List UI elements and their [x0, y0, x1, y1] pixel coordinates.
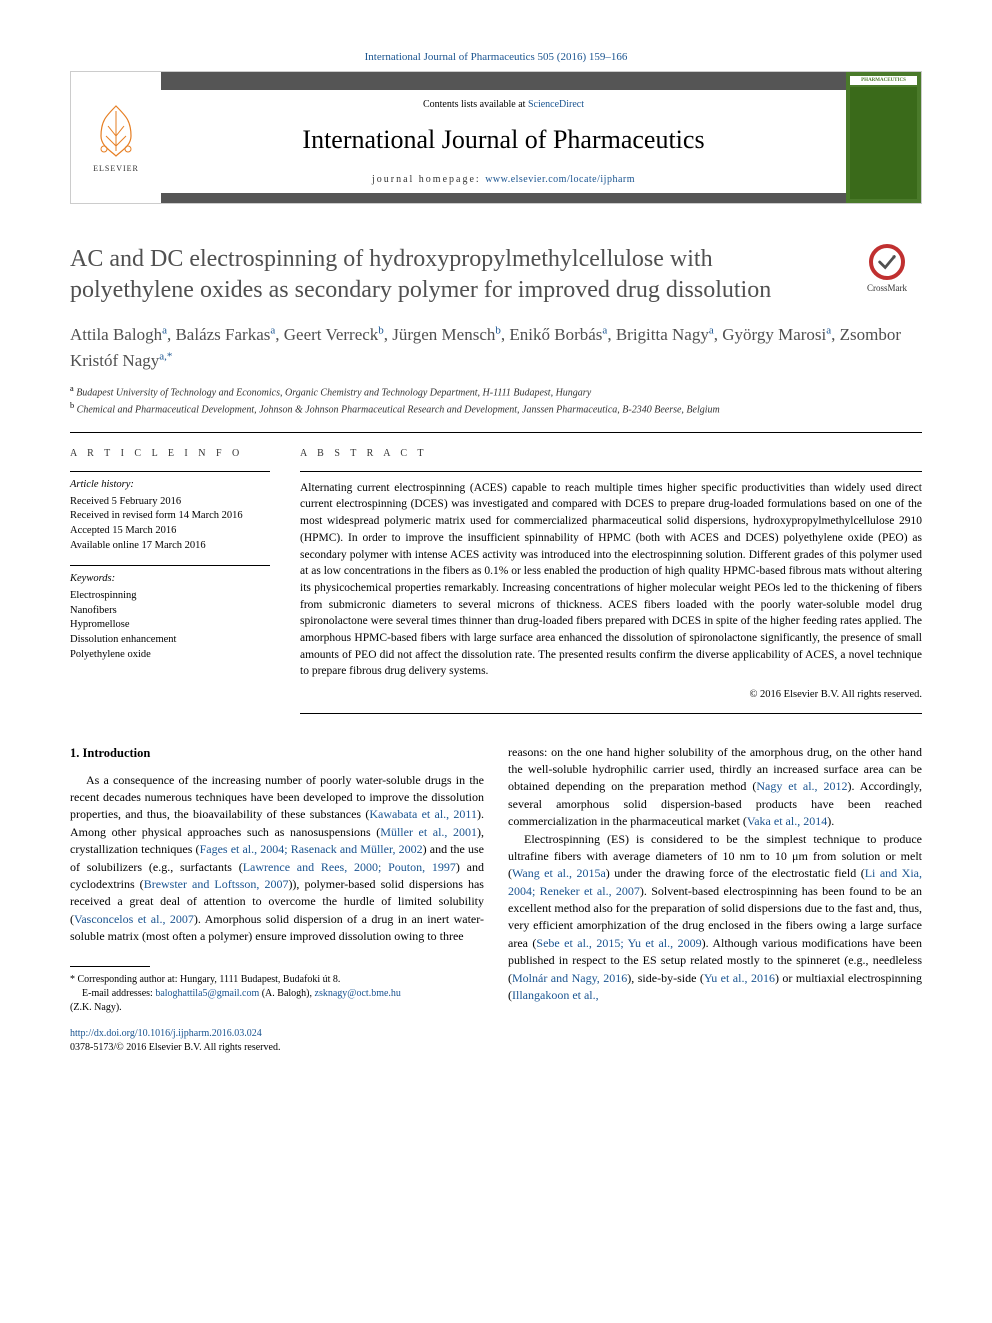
intro-para-3: Electrospinning (ES) is considered to be… [508, 831, 922, 1005]
abstract-copyright: © 2016 Elsevier B.V. All rights reserved… [300, 688, 922, 703]
citation-fages[interactable]: Fages et al., 2004; Rasenack and Müller,… [200, 842, 423, 856]
citation-wang[interactable]: Wang et al., 2015a [512, 866, 606, 880]
publisher-name: ELSEVIER [93, 163, 139, 174]
email-nagy[interactable]: zsknagy@oct.bme.hu [315, 988, 401, 999]
keywords-lines: ElectrospinningNanofibersHypromelloseDis… [70, 589, 270, 662]
history-line: Received in revised form 14 March 2016 [70, 509, 270, 524]
journal-name: International Journal of Pharmaceutics [171, 122, 836, 158]
crossmark-label: CrossMark [852, 282, 922, 295]
corr-author-line: * Corresponding author at: Hungary, 1111… [70, 973, 484, 987]
keyword: Dissolution enhancement [70, 633, 270, 648]
author: Balázs Farkasa [175, 325, 275, 344]
email-label: E-mail addresses: [82, 988, 155, 999]
author: György Marosia [722, 325, 831, 344]
corresponding-author-footnote: * Corresponding author at: Hungary, 1111… [70, 973, 484, 1015]
affiliation: b Chemical and Pharmaceutical Developmen… [70, 400, 922, 417]
article-info-column: A R T I C L E I N F O Article history: R… [70, 447, 270, 714]
contents-available: Contents lists available at ScienceDirec… [171, 98, 836, 112]
cover-title: PHARMACEUTICS [850, 76, 917, 85]
keyword: Polyethylene oxide [70, 648, 270, 663]
homepage-link[interactable]: www.elsevier.com/locate/ijpharm [485, 174, 635, 185]
doi-link[interactable]: http://dx.doi.org/10.1016/j.ijpharm.2016… [70, 1028, 262, 1039]
keyword: Nanofibers [70, 604, 270, 619]
keywords-label: Keywords: [70, 572, 270, 587]
journal-homepage: journal homepage: www.elsevier.com/locat… [171, 173, 836, 187]
section-1-heading: 1. Introduction [70, 744, 484, 762]
citation-vaka[interactable]: Vaka et al., 2014 [747, 814, 827, 828]
citation-illangakoon[interactable]: Illangakoon et al., [512, 988, 599, 1002]
abstract-column: A B S T R A C T Alternating current elec… [300, 447, 922, 714]
abstract-heading: A B S T R A C T [300, 447, 922, 461]
abstract-text: Alternating current electrospinning (ACE… [300, 480, 922, 680]
affiliation: a Budapest University of Technology and … [70, 383, 922, 400]
email-who-2: (Z.K. Nagy). [70, 1001, 484, 1015]
issn-copyright: 0378-5173/© 2016 Elsevier B.V. All right… [70, 1042, 280, 1053]
author: Attila Balogha [70, 325, 167, 344]
author: Geert Verreckb [284, 325, 384, 344]
doi-block: http://dx.doi.org/10.1016/j.ijpharm.2016… [70, 1027, 484, 1055]
crossmark-badge[interactable]: CrossMark [852, 244, 922, 295]
citation-sebe[interactable]: Sebe et al., 2015; Yu et al., 2009 [536, 936, 701, 950]
article-title: AC and DC electrospinning of hydroxyprop… [70, 244, 832, 306]
history-line: Available online 17 March 2016 [70, 539, 270, 554]
author: Jürgen Menschb [392, 325, 501, 344]
citation-muller[interactable]: Müller et al., 2001 [380, 825, 477, 839]
top-citation: International Journal of Pharmaceutics 5… [70, 50, 922, 65]
history-label: Article history: [70, 478, 270, 493]
keyword: Electrospinning [70, 589, 270, 604]
crossmark-circle-icon [869, 244, 905, 280]
body-two-column: 1. Introduction As a consequence of the … [70, 744, 922, 1055]
intro-para-1: As a consequence of the increasing numbe… [70, 772, 484, 946]
sciencedirect-link[interactable]: ScienceDirect [528, 99, 584, 110]
keyword: Hypromellose [70, 618, 270, 633]
citation-yu2016[interactable]: Yu et al., 2016 [704, 971, 775, 985]
citation-nagy[interactable]: Nagy et al., 2012 [756, 779, 847, 793]
homepage-prefix: journal homepage: [372, 174, 485, 185]
citation-vasconcelos[interactable]: Vasconcelos et al., 2007 [74, 912, 194, 926]
history-lines: Received 5 February 2016Received in revi… [70, 495, 270, 554]
citation-molnar[interactable]: Molnár and Nagy, 2016 [512, 971, 627, 985]
elsevier-tree-icon [86, 101, 146, 161]
author: Brigitta Nagya [616, 325, 714, 344]
crossmark-check-icon [876, 251, 898, 273]
authors-list: Attila Balogha, Balázs Farkasa, Geert Ve… [70, 322, 922, 373]
contents-prefix: Contents lists available at [423, 99, 528, 110]
author: Enikő Borbása [509, 325, 607, 344]
article-info-heading: A R T I C L E I N F O [70, 447, 270, 461]
affiliations: a Budapest University of Technology and … [70, 383, 922, 418]
citation-lawrence[interactable]: Lawrence and Rees, 2000; Pouton, 1997 [243, 860, 456, 874]
intro-para-2: reasons: on the one hand higher solubili… [508, 744, 922, 831]
header-center: Contents lists available at ScienceDirec… [161, 72, 846, 202]
email-balogh[interactable]: baloghattila5@gmail.com [155, 988, 259, 999]
history-line: Accepted 15 March 2016 [70, 524, 270, 539]
citation-kawabata[interactable]: Kawabata et al., 2011 [369, 807, 477, 821]
journal-cover: PHARMACEUTICS [846, 72, 921, 202]
journal-header: ELSEVIER Contents lists available at Sci… [70, 71, 922, 203]
citation-brewster[interactable]: Brewster and Loftsson, 2007 [144, 877, 289, 891]
history-line: Received 5 February 2016 [70, 495, 270, 510]
elsevier-logo: ELSEVIER [71, 72, 161, 202]
